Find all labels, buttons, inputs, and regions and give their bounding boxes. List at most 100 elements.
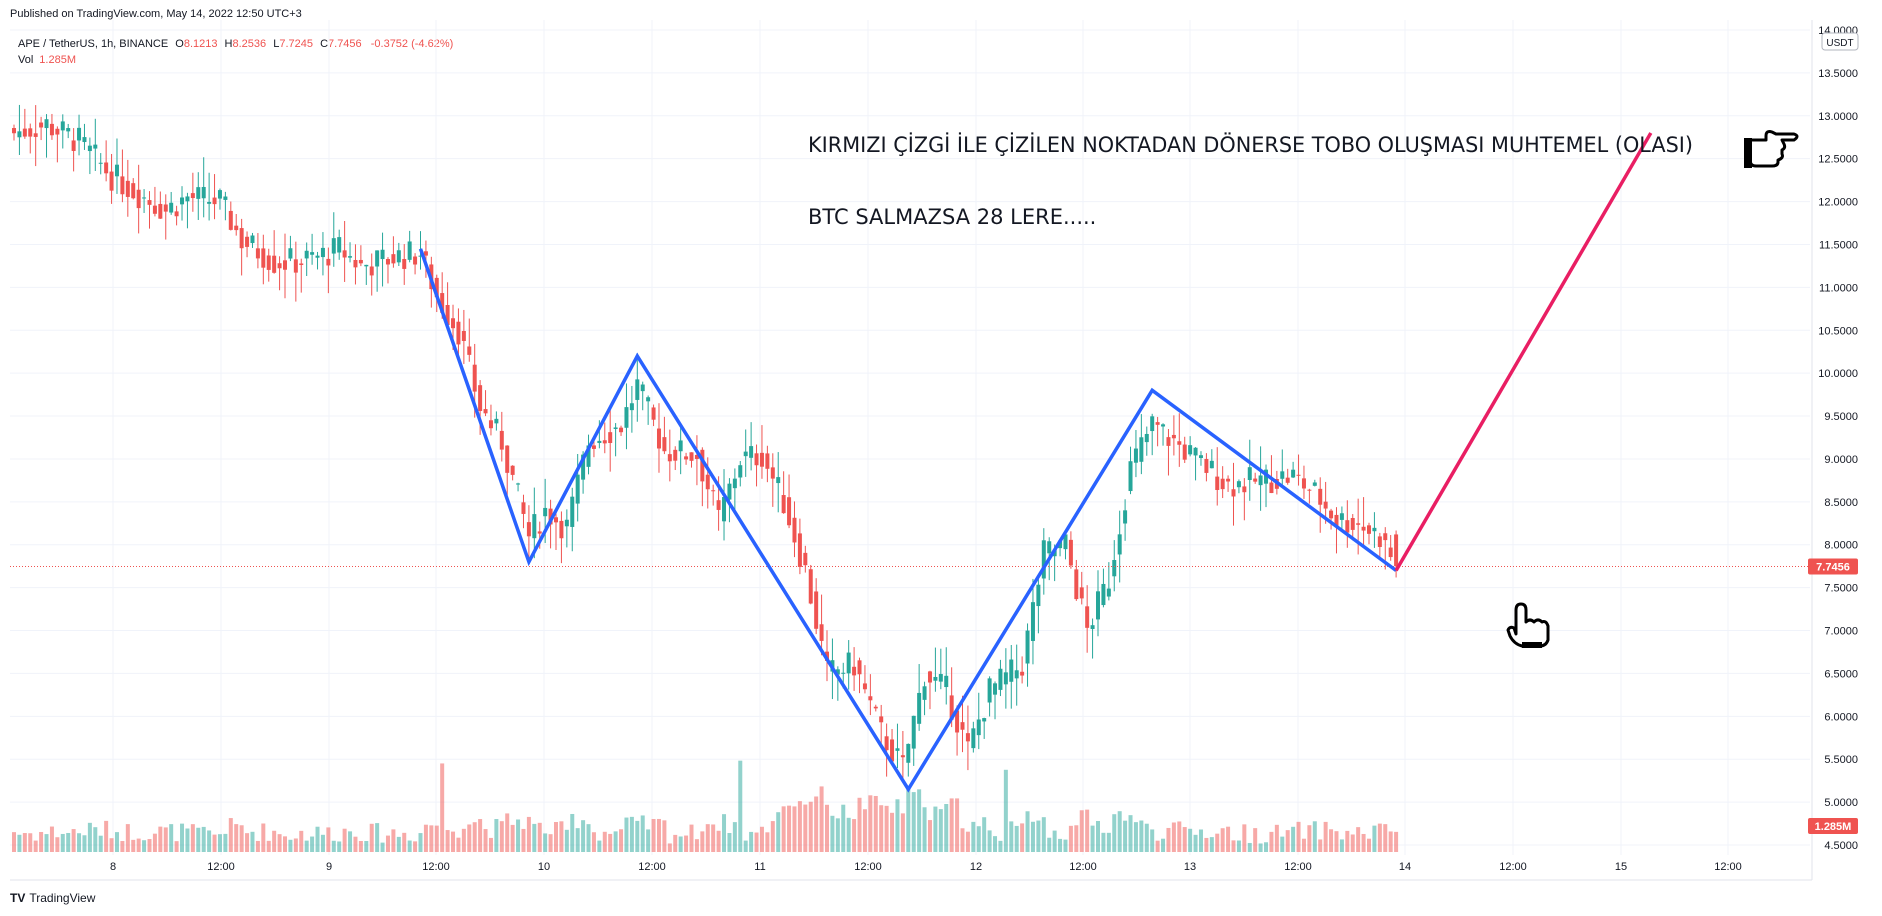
volume-bar [1106,832,1111,852]
candle-body [217,190,222,199]
volume-bar [1128,815,1133,852]
volume-bar [245,833,250,852]
volume-bar [722,814,727,852]
time-tick-label: 12 [970,861,982,873]
currency-label: USDT [1826,38,1853,49]
volume-bar [266,840,271,852]
candle-body [434,277,439,298]
volume-bar [451,831,456,852]
footer-brand[interactable]: TV TradingView [10,891,95,905]
candle-body [667,454,672,462]
candle-body [646,397,651,402]
volume-bar [1058,838,1063,852]
volume-bar [55,837,60,852]
candle-body [884,736,889,751]
volume-bar [494,819,499,852]
time-tick-label: 13 [1184,861,1196,873]
price-tick-label: 7.5000 [1824,583,1858,595]
candle-body [922,686,927,700]
price-tick-label: 13.0000 [1818,111,1858,123]
volume-bar [694,839,699,852]
candle-body [71,140,76,151]
candle-body [261,248,266,268]
volume-bar [152,833,157,852]
time-axis: 8 12:00 9 12:00 10 12:00 11 12:00 12 12:00 13 12:00… [110,861,1742,873]
volume-bar [190,824,195,852]
candle-body [505,445,510,473]
candle-body [1236,481,1241,488]
volume-bar [841,804,846,852]
price-tick-label: 9.5000 [1824,411,1858,423]
volume-bar [765,832,770,852]
time-tick-label: 12:00 [638,861,666,873]
candle-body [548,508,553,525]
volume-bar [716,830,721,852]
candle-body [890,739,895,762]
candle-body [1003,672,1008,685]
candle-body [797,533,802,567]
high-label: H [224,38,233,50]
candle-body [1350,518,1355,530]
candle-body [1318,488,1323,505]
volume-bar [456,837,461,852]
candle-body [716,500,721,510]
volume-bar [396,836,401,852]
candle-body [142,197,147,199]
volume-bar [938,809,943,852]
volume-bar [1161,838,1166,852]
candle-body [385,259,390,265]
volume-bar [1394,831,1399,852]
candle-body [1209,460,1214,469]
candle-body [461,330,466,341]
candle-body [900,755,905,758]
volume-bar [472,822,477,852]
candle-body [559,520,564,539]
volume-bar [293,838,298,852]
candle-body [66,128,71,132]
price-axis: 4.5000 5.0000 5.5000 6.0000 6.5000 7.0000 7.50… [10,20,1859,881]
candle-body [331,238,336,254]
candle-body [250,235,255,244]
chart-annotations: KIRMIZI ÇİZGİ İLE ÇİZİLEN NOKTADAN DÖNER… [808,132,1693,229]
volume-bar [1139,820,1144,852]
volume-label[interactable]: Vol [18,54,34,66]
price-tick-label: 4.5000 [1824,840,1858,852]
volume-bar [429,825,434,852]
volume-bar [375,823,380,852]
volume-bar [169,824,174,852]
candle-body [169,202,174,213]
candle-body [1285,477,1290,483]
volume-bar [348,831,353,852]
candle-body [1014,670,1019,679]
candle-body [266,255,271,270]
volume-bar [944,804,949,852]
volume-bar [743,840,748,852]
candle-body [39,122,44,128]
volume-bar [700,831,705,852]
volume-bar [1150,829,1155,852]
candle-body [1166,437,1171,446]
volume-bar [624,817,629,852]
candle-body [917,692,922,724]
candle-body [190,193,195,199]
candle-body [1269,482,1274,494]
candle-body [131,183,136,199]
pattern-line [418,248,1398,793]
volume-bar [483,829,488,852]
volume-bar [1350,834,1355,852]
volume-bar [976,826,981,852]
volume-bar [1345,830,1350,852]
volume-bar [60,833,65,852]
candle-body [1047,541,1052,554]
volume-bar [1003,769,1008,852]
symbol-label[interactable]: APE / TetherUS, 1h, BINANCE [18,38,169,50]
volume-bar [1280,836,1285,852]
candle-body [1188,445,1193,455]
candle-body [624,407,629,428]
volume-bar [965,831,970,852]
candle-body [163,204,168,212]
candle-body [911,715,916,749]
volume-bar [255,840,260,852]
candle-body [651,407,656,420]
